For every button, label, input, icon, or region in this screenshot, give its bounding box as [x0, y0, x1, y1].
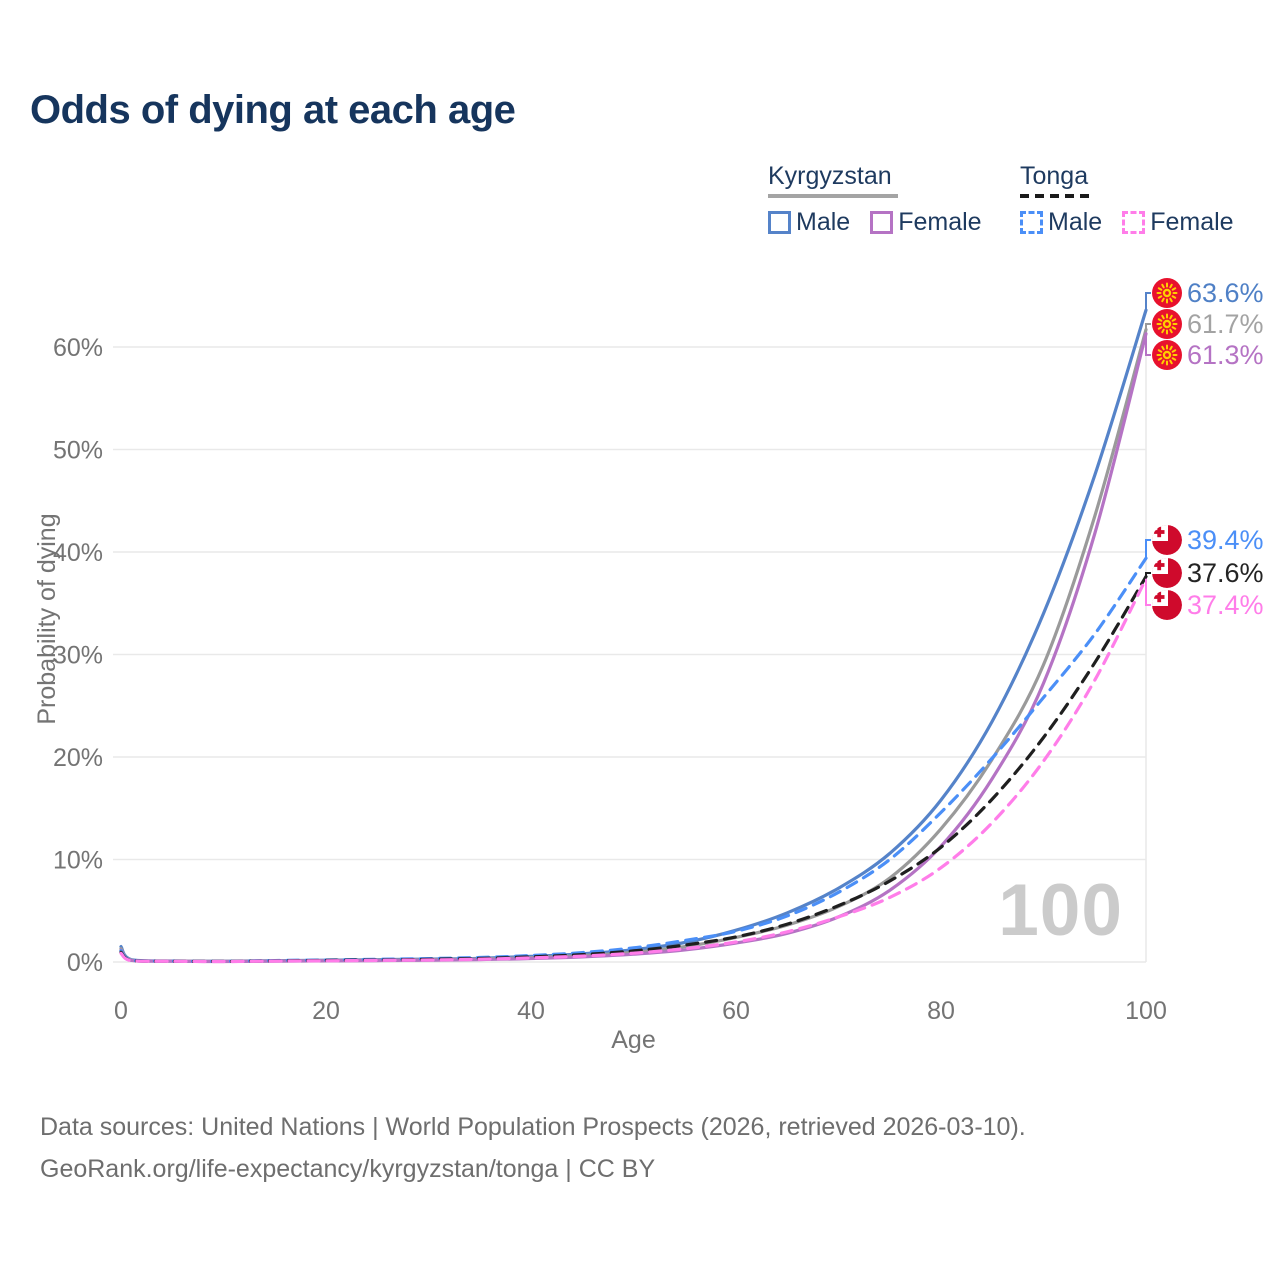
series-line-kyrgyzstan-male — [119, 308, 1148, 963]
y-tick-label: 0% — [67, 949, 103, 977]
leader-line-kyrgyzstan-male — [1145, 292, 1151, 311]
x-tick-label: 20 — [312, 997, 340, 1025]
footer: Data sources: United Nations | World Pop… — [40, 1106, 1026, 1190]
legend-country-kyrgyzstan: Kyrgyzstan — [768, 162, 892, 190]
flag-icon-kyrgyzstan — [1152, 309, 1182, 339]
age-counter-watermark: 100 — [998, 870, 1123, 951]
x-tick-label: 60 — [722, 997, 750, 1025]
tonga-female-swatch — [1122, 211, 1146, 234]
legend-group-kyrgyzstan: Kyrgyzstan Male Female — [768, 162, 1002, 237]
legend-label-tonga-female: Female — [1150, 208, 1234, 236]
flag-icon-kyrgyzstan — [1152, 278, 1182, 308]
end-label-tonga-both: 37.6% — [1187, 558, 1264, 588]
flag-icon-kyrgyzstan — [1152, 340, 1182, 370]
legend-label-kyrgyzstan-male: Male — [796, 208, 851, 236]
end-label-tonga-male: 39.4% — [1187, 525, 1264, 555]
end-label-kyrgyzstan-both: 61.7% — [1187, 309, 1264, 339]
legend-label-kyrgyzstan-female: Female — [898, 208, 982, 236]
kyrgyzstan-both-line-swatch — [768, 194, 898, 198]
source-link[interactable]: GeoRank.org/life-expectancy/kyrgyzstan/t… — [40, 1155, 656, 1183]
tonga-male-swatch — [1020, 211, 1043, 234]
x-tick-label: 40 — [517, 997, 545, 1025]
tonga-both-line-swatch — [1020, 194, 1092, 198]
legend-label-tonga-male: Male — [1048, 208, 1103, 236]
legend-group-tonga: Tonga Male Female — [1020, 162, 1254, 237]
data-sources-text: Data sources: United Nations | World Pop… — [40, 1113, 1026, 1141]
y-tick-label: 40% — [53, 539, 103, 567]
x-tick-label: 80 — [927, 997, 955, 1025]
x-tick-label: 0 — [114, 997, 128, 1025]
flag-icon-tonga — [1152, 525, 1182, 555]
series-line-kyrgyzstan-female — [119, 332, 1148, 964]
leader-line-tonga-male — [1145, 539, 1151, 559]
series-line-kyrgyzstan-both — [119, 328, 1148, 964]
legend-country-tonga: Tonga — [1020, 162, 1089, 190]
end-label-kyrgyzstan-male: 63.6% — [1187, 278, 1264, 308]
y-tick-label: 60% — [53, 334, 103, 362]
end-label-kyrgyzstan-female: 61.3% — [1187, 340, 1264, 370]
leader-line-tonga-both — [1145, 572, 1151, 577]
x-tick-label: 100 — [1125, 997, 1167, 1025]
leader-line-tonga-female — [1145, 578, 1151, 606]
series-line-tonga-female — [119, 577, 1148, 964]
flag-icon-tonga — [1152, 590, 1182, 620]
chart-title: Odds of dying at each age — [30, 88, 516, 132]
flag-icon-tonga — [1152, 558, 1182, 588]
kyrgyzstan-female-swatch — [870, 211, 894, 234]
y-tick-label: 50% — [53, 437, 103, 465]
end-label-tonga-female: 37.4% — [1187, 590, 1264, 620]
leader-line-kyrgyzstan-female — [1145, 333, 1151, 356]
x-axis-title: Age — [611, 1026, 656, 1054]
y-tick-label: 30% — [53, 642, 103, 670]
leader-line-kyrgyzstan-both — [1145, 323, 1151, 330]
series-line-tonga-both — [119, 575, 1148, 964]
kyrgyzstan-male-swatch — [768, 211, 791, 234]
series-line-tonga-male — [119, 556, 1148, 963]
y-tick-label: 10% — [53, 847, 103, 875]
y-axis-title: Probability of dying — [33, 513, 61, 725]
y-tick-label: 20% — [53, 744, 103, 772]
